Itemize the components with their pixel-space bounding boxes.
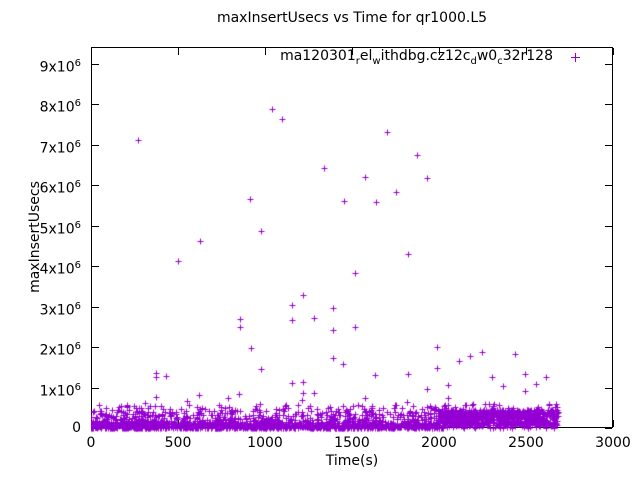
x-tick-label: 0	[86, 435, 96, 451]
y-tick-label: 5x106	[39, 219, 81, 238]
x-tick-label: 1500	[334, 435, 370, 451]
y-tick-label: 4x106	[39, 260, 81, 278]
y-tick-label: 0	[72, 420, 81, 436]
chart-title: maxInsertUsecs vs Time for qr1000.L5	[216, 10, 488, 26]
x-tick-label: 1000	[247, 435, 283, 451]
scatter-points-canvas	[91, 47, 618, 436]
y-tick-label: 2x106	[39, 341, 81, 359]
y-tick-label: 1x106	[39, 381, 81, 400]
y-tick-label: 8x106	[39, 98, 81, 117]
x-tick-label: 500	[164, 435, 192, 451]
x-tick-label: 2500	[508, 435, 544, 451]
y-tick-label: 7x106	[39, 138, 81, 157]
x-tick-label: 3000	[595, 435, 631, 451]
x-tick-label: 2000	[421, 435, 457, 451]
y-tick-label: 9x106	[39, 57, 81, 76]
x-axis-label: Time(s)	[325, 453, 379, 469]
y-tick-label: 6x106	[39, 179, 81, 197]
y-tick-label: 3x106	[39, 300, 81, 319]
